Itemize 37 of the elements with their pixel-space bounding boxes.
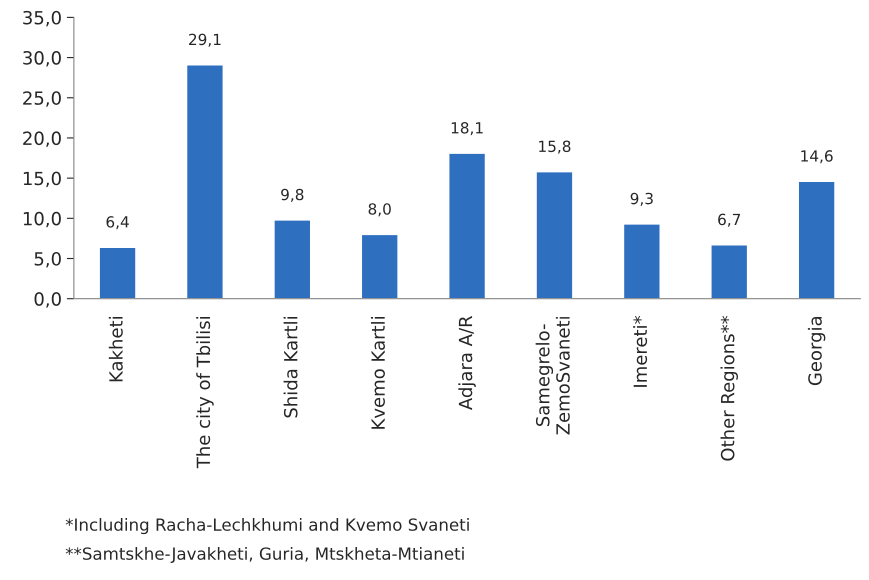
x-tick-label: Shida Kartli xyxy=(284,317,298,418)
bar xyxy=(622,223,661,299)
bar xyxy=(448,152,486,299)
y-tick-label: 25,0 xyxy=(23,91,61,107)
bar xyxy=(360,234,399,299)
data-label: 6,4 xyxy=(106,216,129,230)
y-tick-label: 35,0 xyxy=(23,10,61,26)
x-tick-label: Adjara A/R xyxy=(458,316,476,410)
y-tick-label: 15,0 xyxy=(24,172,61,188)
x-tick-label: Other Regions** xyxy=(720,316,738,461)
data-label: 18,1 xyxy=(452,122,483,136)
bar xyxy=(98,246,137,299)
y-tick-label: 20,0 xyxy=(23,131,61,147)
x-tick-label: Imereti* xyxy=(633,316,648,387)
bar xyxy=(798,180,836,299)
data-label: 9,3 xyxy=(630,192,653,206)
data-label: 9,8 xyxy=(281,188,304,202)
x-tick-label: Samegrelo- ZemoSvaneti xyxy=(536,317,570,435)
data-label: 29,1 xyxy=(189,34,221,47)
y-tick-label: 30,0 xyxy=(23,51,61,67)
bar xyxy=(535,171,574,299)
y-tick-label: 10,0 xyxy=(24,212,61,228)
bar xyxy=(273,219,312,299)
x-tick-label: Kvemo Kartli xyxy=(370,317,385,429)
y-tick-label: 0,0 xyxy=(34,292,61,308)
bar xyxy=(710,244,748,299)
x-tick-label: Kakheti xyxy=(108,317,123,382)
text: **Samtskhe-Javakheti, Guria, Mtskheta-Mtianeti xyxy=(66,547,464,564)
data-label: 15,8 xyxy=(539,140,570,154)
data-label: 8,0 xyxy=(368,203,391,216)
y-tick-label: 5,0 xyxy=(34,252,61,268)
text: *Including Racha-Lechkhumi and Kvemo Svaneti xyxy=(66,518,469,534)
x-tick-label: The city of Tbilisi xyxy=(196,317,214,468)
data-label: 6,7 xyxy=(718,214,740,227)
bar xyxy=(186,64,224,299)
x-tick-label: Georgia xyxy=(808,317,826,386)
data-label: 14,6 xyxy=(801,150,833,164)
